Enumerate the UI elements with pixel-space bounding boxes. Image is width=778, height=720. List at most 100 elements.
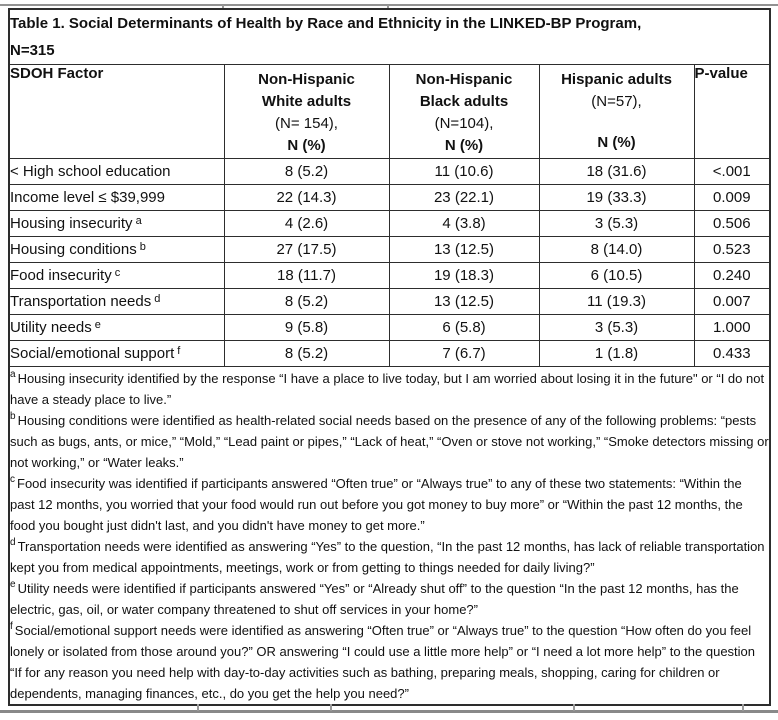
header-group-label: Non-Hispanic Black adults (415, 71, 513, 110)
table-row: Housing insecurity a 4 (2.6) 4 (3.8) 3 (5… (8, 210, 771, 237)
footnotes-section: a Housing insecurity identified by the re… (8, 366, 771, 706)
header-stat-label: N (%) (444, 137, 484, 154)
footnote-marker: e (10, 579, 16, 591)
table-header-row: SDOH Factor Non-Hispanic White adults (N… (8, 64, 771, 159)
cell-hispanic: 18 (31.6) (538, 158, 695, 185)
column-divider-remnant (573, 704, 575, 711)
row-factor-label: Utility needs e (8, 314, 225, 341)
factor-superscript: c (114, 267, 121, 279)
table-row: Housing conditions b 27 (17.5) 13 (12.5) … (8, 236, 771, 263)
table-title: Table 1. Social Determinants of Health b… (8, 8, 771, 65)
cell-nh-black: 19 (18.3) (388, 262, 540, 289)
header-stat-label: N (%) (287, 137, 326, 154)
column-divider-remnant (387, 5, 389, 10)
header-nh-white-wrap: Non-Hispanic White adults (N= 154), N (%… (225, 66, 388, 158)
column-divider-remnant (330, 704, 332, 711)
cell-pvalue: <.001 (693, 158, 771, 185)
footnote-a: a Housing insecurity identified by the re… (10, 368, 769, 410)
factor-text: Food insecurity (10, 267, 112, 284)
factor-superscript: d (154, 293, 161, 305)
factor-text: Utility needs (10, 319, 92, 336)
footnote-d: d Transportation needs were identified as… (10, 536, 769, 578)
footnote-marker: a (10, 369, 16, 381)
cell-pvalue: 0.240 (693, 262, 771, 289)
column-header-sdoh-factor: SDOH Factor (8, 64, 225, 159)
cell-nh-white: 18 (11.7) (223, 262, 390, 289)
header-group-label: Non-Hispanic White adults (258, 71, 355, 110)
cell-nh-white: 22 (14.3) (223, 184, 390, 211)
cell-pvalue: 1.000 (693, 314, 771, 341)
adjacent-table-edge-top (0, 4, 778, 6)
table-row: Income level ≤ $39,999 22 (14.3) 23 (22.… (8, 184, 771, 211)
factor-superscript: a (135, 215, 142, 227)
row-factor-label: Income level ≤ $39,999 (8, 184, 225, 211)
cell-nh-white: 8 (5.2) (223, 158, 390, 185)
table-row: Food insecurity c 18 (11.7) 19 (18.3) 6 (… (8, 262, 771, 289)
footnote-text: Social/emotional support needs were iden… (10, 622, 756, 701)
header-sample-size: (N= 154), (275, 115, 338, 132)
column-divider-remnant (222, 5, 224, 10)
cell-pvalue: 0.007 (693, 288, 771, 315)
footnote-marker: d (10, 537, 16, 549)
table-title-row: Table 1. Social Determinants of Health b… (8, 8, 771, 65)
cell-nh-black: 4 (3.8) (388, 210, 540, 237)
row-factor-label: Social/emotional support f (8, 340, 225, 367)
cell-hispanic: 8 (14.0) (538, 236, 695, 263)
cell-nh-white: 9 (5.8) (223, 314, 390, 341)
footnote-marker: c (10, 474, 15, 486)
row-factor-label: Transportation needs d (8, 288, 225, 315)
cell-nh-black: 7 (6.7) (388, 340, 540, 367)
factor-superscript: f (177, 345, 181, 357)
factor-superscript: b (139, 241, 146, 253)
cell-nh-white: 27 (17.5) (223, 236, 390, 263)
footnote-c: c Food insecurity was identified if parti… (10, 473, 769, 536)
cell-hispanic: 19 (33.3) (538, 184, 695, 211)
cell-nh-black: 11 (10.6) (388, 158, 540, 185)
cell-nh-black: 13 (12.5) (388, 288, 540, 315)
column-header-hispanic: Hispanic adults (N=57), N (%) (538, 64, 695, 159)
column-header-pvalue: P-value (693, 64, 771, 159)
factor-text: Income level ≤ $39,999 (10, 189, 165, 206)
cell-nh-black: 6 (5.8) (388, 314, 540, 341)
cell-hispanic: 6 (10.5) (538, 262, 695, 289)
row-factor-label: Housing insecurity a (8, 210, 225, 237)
cell-hispanic: 11 (19.3) (538, 288, 695, 315)
column-divider-remnant (197, 704, 199, 711)
header-group-label: Hispanic adults (561, 71, 672, 88)
row-factor-label: < High school education (8, 158, 225, 185)
footnote-text: Housing insecurity identified by the res… (10, 370, 765, 407)
factor-text: Housing insecurity (10, 215, 133, 232)
cell-hispanic: 3 (5.3) (538, 314, 695, 341)
footnote-text: Transportation needs were identified as … (10, 538, 765, 575)
column-divider-remnant (742, 704, 744, 711)
header-nh-black-wrap: Non-Hispanic Black adults (N=104), N (%) (390, 66, 538, 158)
footnote-marker: b (10, 411, 16, 423)
table-row: Transportation needs d 8 (5.2) 13 (12.5) … (8, 288, 771, 315)
row-factor-label: Housing conditions b (8, 236, 225, 263)
table-row: < High school education 8 (5.2) 11 (10.6… (8, 158, 771, 185)
factor-text: Transportation needs (10, 293, 152, 310)
cell-nh-black: 13 (12.5) (388, 236, 540, 263)
header-sample-size: (N=104), (434, 115, 494, 132)
cell-nh-black: 23 (22.1) (388, 184, 540, 211)
footnote-marker: f (10, 621, 13, 633)
footnote-text: Housing conditions were identified as he… (10, 412, 769, 470)
column-header-nh-white: Non-Hispanic White adults (N= 154), N (%… (223, 64, 390, 159)
cell-nh-white: 8 (5.2) (223, 340, 390, 367)
factor-superscript: e (94, 319, 101, 331)
cell-nh-white: 8 (5.2) (223, 288, 390, 315)
footnote-f: f Social/emotional support needs were ide… (10, 620, 769, 704)
header-sample-size: (N=57), (591, 93, 642, 110)
factor-text: < High school education (10, 163, 171, 180)
factor-text: Housing conditions (10, 241, 137, 258)
sdoh-table: Table 1. Social Determinants of Health b… (8, 8, 772, 706)
footnote-row: a Housing insecurity identified by the re… (8, 366, 771, 706)
table-row: Social/emotional support f 8 (5.2) 7 (6.7… (8, 340, 771, 367)
cell-pvalue: 0.523 (693, 236, 771, 263)
table-row: Utility needs e 9 (5.8) 6 (5.8) 3 (5.3) 1… (8, 314, 771, 341)
adjacent-table-edge-bottom (0, 710, 778, 713)
cell-pvalue: 0.433 (693, 340, 771, 367)
header-hispanic-wrap: Hispanic adults (N=57), N (%) (540, 66, 693, 158)
factor-text: Social/emotional support (10, 345, 175, 362)
